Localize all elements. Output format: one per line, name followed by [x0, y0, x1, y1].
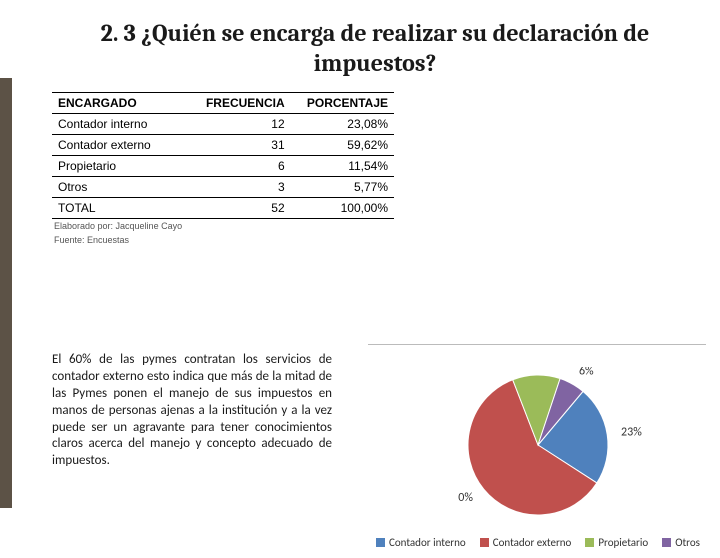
col-encargado: ENCARGADO [52, 93, 195, 114]
page-title: 2. 3 ¿Quién se encarga de realizar su de… [90, 18, 660, 78]
legend-item: Contador interno [376, 536, 466, 549]
table-cell: 59,62% [291, 135, 394, 156]
chart-legend: Contador interno Contador externo Propieta… [376, 536, 700, 549]
table-cell: 11,54% [291, 156, 394, 177]
legend-label: Contador interno [389, 536, 466, 549]
legend-label: Otros [675, 536, 700, 549]
pie-chart: 23% 60% 11% 6% [458, 367, 678, 541]
pie-slice-label: 60% [458, 491, 473, 505]
table-footer-author: Elaborado por: Jacqueline Cayo [54, 221, 394, 233]
legend-label: Contador externo [493, 536, 572, 549]
table-cell: Propietario [52, 156, 195, 177]
table-cell: Contador interno [52, 114, 195, 135]
legend-item: Contador externo [480, 536, 572, 549]
data-table-wrap: ENCARGADO FRECUENCIA PORCENTAJE Contador… [52, 92, 394, 246]
pie-slice-label: 23% [621, 425, 642, 439]
table-row: Contador externo3159,62% [52, 135, 394, 156]
table-cell: 12 [195, 114, 290, 135]
table-cell: 52 [195, 198, 290, 219]
pie-slice-label: 6% [579, 367, 594, 379]
col-frecuencia: FRECUENCIA [195, 93, 290, 114]
table-row: Otros35,77% [52, 177, 394, 198]
table-cell: 6 [195, 156, 290, 177]
table-cell: 23,08% [291, 114, 394, 135]
table-cell: 31 [195, 135, 290, 156]
table-cell: Otros [52, 177, 195, 198]
legend-swatch [376, 538, 385, 547]
col-porcentaje: PORCENTAJE [291, 93, 394, 114]
legend-item: Propietario [585, 536, 648, 549]
table-cell: Contador externo [52, 135, 195, 156]
table-cell: 5,77% [291, 177, 394, 198]
legend-swatch [585, 538, 594, 547]
legend-item: Otros [662, 536, 700, 549]
data-table: ENCARGADO FRECUENCIA PORCENTAJE Contador… [52, 92, 394, 219]
pie-slice-label: 11% [515, 367, 536, 368]
legend-swatch [662, 538, 671, 547]
table-row: Propietario611,54% [52, 156, 394, 177]
pie-chart-area: 23% 60% 11% 6% Contador interno Contador ext… [368, 344, 706, 553]
table-row: Contador interno1223,08% [52, 114, 394, 135]
table-footer-source: Fuente: Encuestas [54, 235, 394, 247]
table-header-row: ENCARGADO FRECUENCIA PORCENTAJE [52, 93, 394, 114]
legend-swatch [480, 538, 489, 547]
table-cell: 3 [195, 177, 290, 198]
table-row: TOTAL52100,00% [52, 198, 394, 219]
legend-label: Propietario [598, 536, 648, 549]
table-cell: TOTAL [52, 198, 195, 219]
analysis-paragraph: El 60% de las pymes contratan los servic… [52, 352, 332, 470]
table-cell: 100,00% [291, 198, 394, 219]
